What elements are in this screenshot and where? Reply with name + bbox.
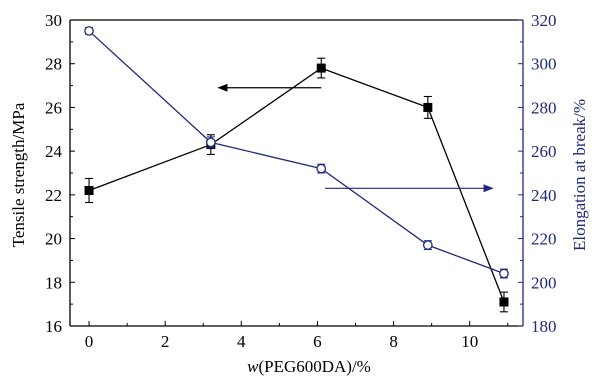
data-point-circle [84,26,94,36]
annotations [217,83,494,193]
y-left-tick-label: 20 [45,230,62,249]
y-left-tick-label: 28 [45,55,62,74]
x-axis-title: w(PEG600DA)/% [247,357,371,376]
series-elongation [84,26,509,279]
axes: 0 2 4 6 8 10161820222426283018020022024026028… [45,11,557,351]
y-right-tick-label: 240 [531,186,557,205]
y-axis-left-title: Tensile strength/MPa [9,102,28,247]
y-left-tick-label: 24 [45,142,63,161]
data-point-square [84,185,94,195]
y-left-tick-label: 16 [45,317,62,336]
y-axis-right-title: Elongation at break/% [570,99,589,251]
y-left-tick-label: 18 [45,273,62,292]
data-point-square [423,102,433,112]
x-tick-label: 10 [461,332,478,351]
y-right-tick-label: 220 [531,230,557,249]
y-left-tick-label: 22 [45,186,62,205]
data-point-circle [422,240,433,250]
x-tick-label: 4 [237,332,246,351]
y-left-tick-label: 30 [45,11,62,30]
y-right-tick-label: 300 [531,55,557,74]
y-right-tick-label: 260 [531,142,557,161]
x-axis-title-rest: (PEG600DA)/% [258,357,370,376]
series-tensile-strength [84,57,509,313]
y-right-tick-label: 280 [531,98,557,117]
data-point-circle [499,268,509,279]
series-line [88,67,505,303]
x-axis-title-italic: w [247,357,259,376]
series [84,26,509,313]
x-tick-label: 8 [389,332,398,351]
x-tick-label: 2 [161,332,170,351]
y-right-tick-label: 200 [531,273,557,292]
y-left-tick-label: 26 [45,98,62,117]
data-point-circle [316,163,327,174]
x-tick-label: 6 [313,332,322,351]
data-point-square [316,63,326,73]
y-right-tick-label: 180 [531,317,557,336]
y-right-tick-label: 320 [531,11,557,30]
series-line [88,30,505,275]
x-tick-label: 0 [85,332,94,351]
data-point-square [499,297,509,307]
data-point-circle [205,137,216,148]
